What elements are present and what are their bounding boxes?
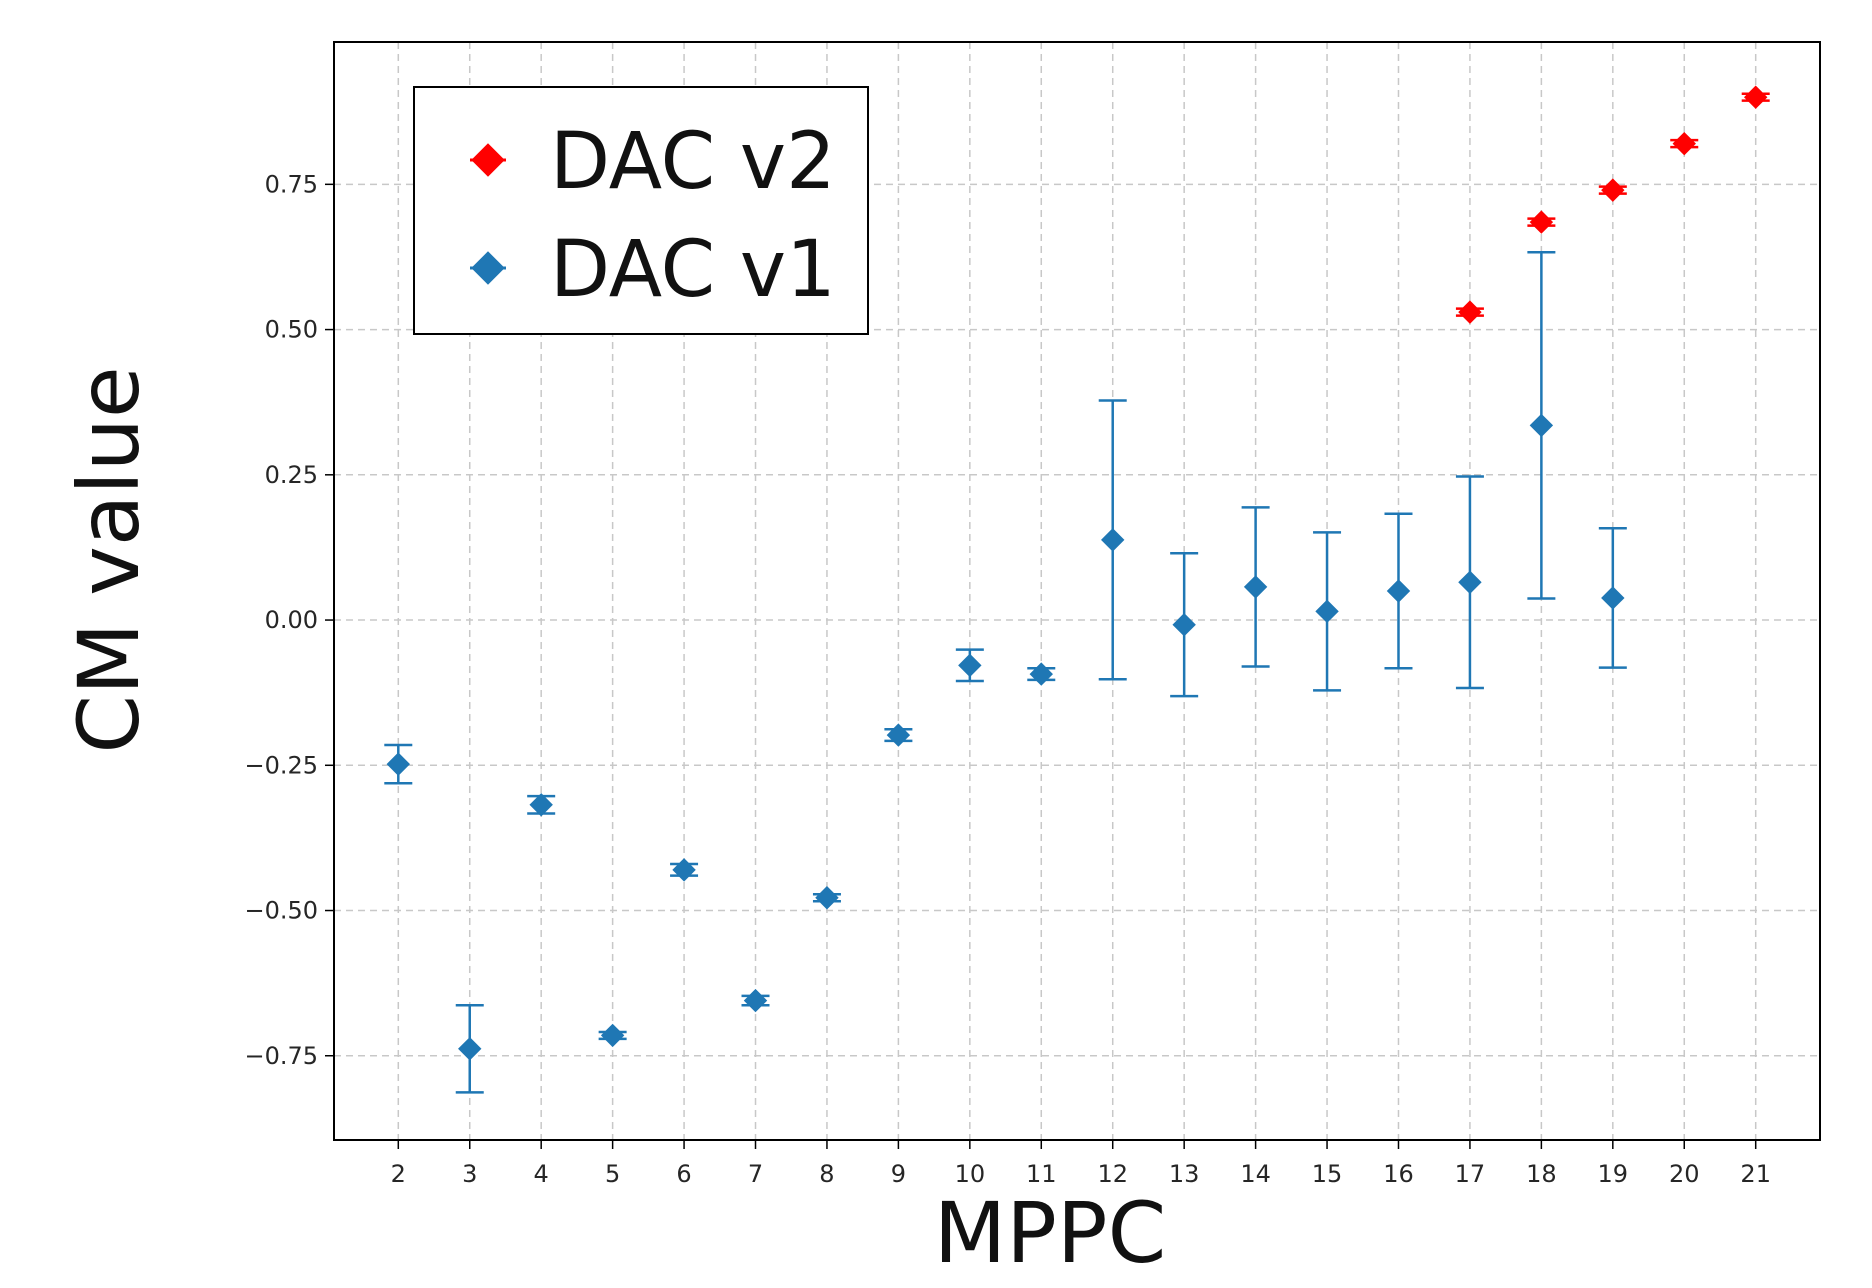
x-tick-label: 7: [748, 1160, 763, 1188]
data-point-marker: [1243, 575, 1268, 599]
data-point-marker: [458, 1037, 482, 1061]
x-tick-label: 15: [1312, 1160, 1343, 1188]
data-point-marker: [1529, 210, 1554, 234]
data-point-marker: [1029, 662, 1053, 686]
x-tick-label: 6: [676, 1160, 691, 1188]
legend-label: DAC v1: [550, 225, 836, 315]
y-tick-label: 0.75: [265, 170, 318, 198]
data-point-marker: [886, 723, 911, 747]
data-point-marker: [815, 886, 839, 910]
data-point-marker: [1458, 300, 1482, 324]
y-tick-label: 0.50: [265, 316, 318, 344]
x-tick-label: 14: [1240, 1160, 1271, 1188]
axis-ticks: 2 3 4 5 6 7 8 9 10 11 12 13 14 15 16 17 18 19 20 21 −0.75 −0.…: [244, 170, 1771, 1188]
x-tick-label: 17: [1455, 1160, 1486, 1188]
x-tick-label: 2: [391, 1160, 406, 1188]
x-tick-label: 13: [1169, 1160, 1200, 1188]
data-point-marker: [1172, 612, 1196, 637]
y-tick-label: −0.25: [244, 751, 318, 779]
y-tick-label: 0.25: [265, 461, 318, 489]
x-tick-label: 10: [955, 1160, 986, 1188]
x-tick-label: 20: [1669, 1160, 1700, 1188]
x-tick-label: 11: [1026, 1160, 1057, 1188]
x-tick-label: 16: [1383, 1160, 1414, 1188]
data-point-marker: [1101, 528, 1125, 552]
legend-label: DAC v2: [550, 117, 836, 207]
x-axis-title: MPPC: [934, 1184, 1166, 1282]
plot-area-frame: [333, 41, 1821, 1141]
data-point-marker: [1601, 178, 1625, 202]
x-tick-label: 4: [534, 1160, 549, 1188]
data-point-marker: [1743, 85, 1768, 109]
x-tick-label: 21: [1740, 1160, 1771, 1188]
data-point-marker: [1529, 413, 1554, 438]
data-point-marker: [1672, 131, 1696, 156]
legend-frame: [413, 86, 869, 335]
data-point-marker: [529, 793, 553, 817]
x-tick-label: 3: [462, 1160, 477, 1188]
x-tick-label: 12: [1097, 1160, 1128, 1188]
y-axis-title: CM value: [60, 366, 158, 753]
y-tick-label: −0.50: [244, 897, 318, 925]
data-point-marker: [743, 988, 768, 1013]
data-point-marker: [1601, 586, 1625, 610]
x-tick-label: 19: [1598, 1160, 1629, 1188]
x-tick-label: 5: [605, 1160, 620, 1188]
data-point-marker: [1458, 570, 1482, 594]
y-tick-label: 0.00: [265, 606, 318, 634]
x-tick-label: 9: [891, 1160, 906, 1188]
data-markers: [386, 85, 1768, 1061]
data-point-marker: [386, 752, 411, 776]
data-point-marker: [672, 858, 696, 882]
x-tick-label: 8: [819, 1160, 834, 1188]
data-point-marker: [1386, 579, 1411, 603]
x-tick-label: 18: [1526, 1160, 1557, 1188]
y-tick-label: −0.75: [244, 1042, 318, 1070]
data-point-marker: [958, 653, 982, 678]
data-point-marker: [600, 1023, 625, 1048]
legend: DAC v2 DAC v1: [413, 86, 869, 335]
data-point-marker: [1315, 599, 1339, 624]
